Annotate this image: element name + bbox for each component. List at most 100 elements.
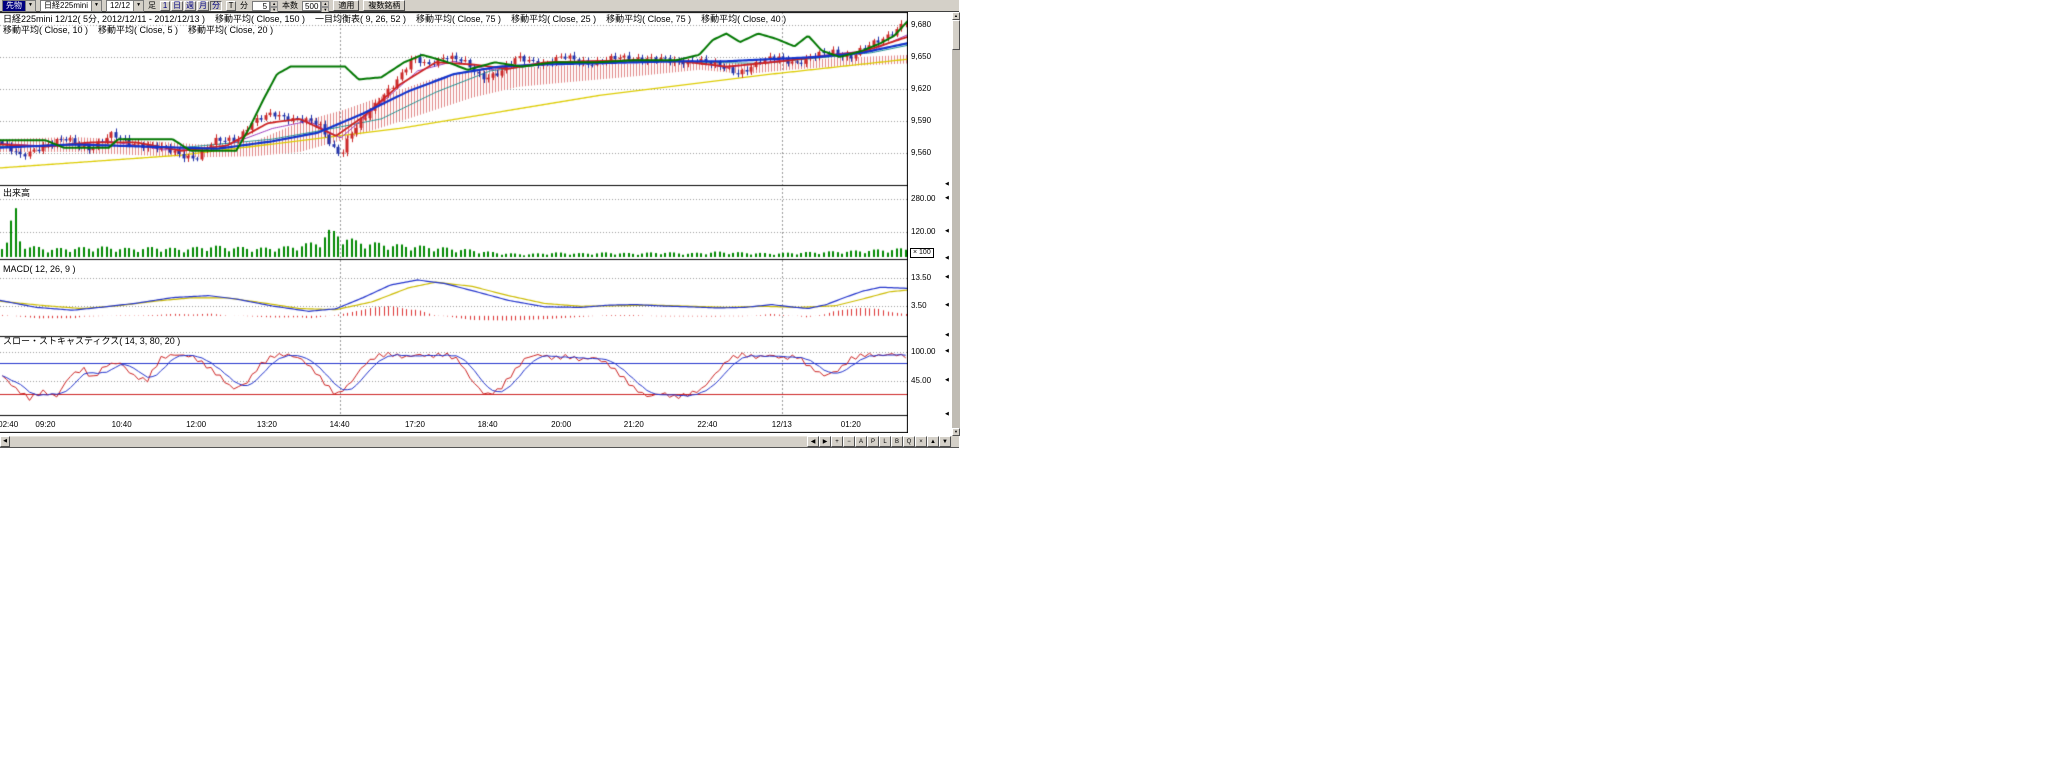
axis-mark-icon: ◀: [945, 228, 949, 234]
chart-tool-button[interactable]: P: [867, 436, 879, 447]
chart-canvas[interactable]: [0, 12, 908, 433]
chart-tool-button[interactable]: +: [831, 436, 843, 447]
period-minute-button[interactable]: 分: [210, 0, 223, 11]
chart-area: 日経225mini 12/12( 5分, 2012/12/11 - 2012/1…: [0, 12, 908, 433]
volume-pane-label: 出来高: [3, 188, 31, 198]
chart-tool-button[interactable]: L: [879, 436, 891, 447]
time-axis-label: 12:00: [186, 420, 207, 429]
indicator-label: 移動平均( Close, 20 ): [188, 25, 274, 35]
chart-tool-button[interactable]: ▼: [939, 436, 951, 447]
price-axis-tick: 9,560: [911, 148, 932, 157]
indicator-label: 移動平均( Close, 10 ): [3, 25, 89, 35]
time-axis: 02:40 09:20 10:40 12:00 13:20 14:40 17:20 18:40…: [0, 417, 908, 433]
time-axis-label: 01:20: [840, 420, 861, 429]
ashi-label: 足: [148, 1, 157, 10]
chevron-down-icon[interactable]: ▼: [91, 0, 102, 11]
volume-axis-tick: 280.00: [911, 194, 936, 204]
axis-mark-icon: ◀: [945, 195, 949, 201]
chart-tool-button[interactable]: −: [843, 436, 855, 447]
indicator-label: 移動平均( Close, 75 ): [606, 14, 692, 24]
minute-spinner[interactable]: 5 ▲ ▼: [252, 0, 279, 13]
period-1-button[interactable]: 1: [160, 0, 171, 11]
time-axis-label: 10:40: [111, 420, 132, 429]
chart-tool-button[interactable]: ×: [915, 436, 927, 447]
multi-symbol-button[interactable]: 複数銘柄: [363, 0, 406, 11]
vscroll-track[interactable]: [952, 20, 960, 428]
chart-tool-button-cluster: ◀ ▶ + − A P L B Q × ▲ ▼: [807, 436, 951, 447]
macd-axis-tick: 13.50: [911, 273, 932, 282]
time-axis-label: 02:40: [0, 420, 19, 429]
volume-multiplier-badge: × 100: [910, 248, 934, 258]
symbol-select-value: 日経225mini: [44, 0, 89, 10]
value-axis-column: × 100 9,680 9,650 9,620 9,590 9,560 280.00 120…: [909, 12, 952, 433]
axis-mark-icon: ◀: [945, 181, 949, 187]
indicator-label: 移動平均( Close, 25 ): [511, 14, 597, 24]
indicator-label: 日経225mini 12/12( 5分, 2012/12/11 - 2012/1…: [3, 14, 205, 24]
minute-value-field[interactable]: 5: [252, 0, 271, 11]
scrollbar-corner: [951, 436, 959, 447]
price-axis-tick: 9,650: [911, 52, 932, 61]
indicator-label: 移動平均( Close, 150 ): [214, 14, 305, 24]
axis-mark-icon: ◀: [945, 332, 949, 338]
stoch-axis-tick: 45.00: [911, 376, 932, 385]
date-select-value: 12/12: [110, 0, 131, 10]
minute-label: 分: [240, 1, 249, 10]
price-axis-tick: 9,590: [911, 116, 932, 125]
price-axis-tick: 9,620: [911, 84, 932, 93]
chart-tool-button[interactable]: B: [891, 436, 903, 447]
time-axis-label: 12/13: [771, 420, 792, 429]
vscroll-thumb[interactable]: [952, 20, 960, 50]
horizontal-scrollbar[interactable]: ◀ ◀ ▶ + − A P L B Q × ▲ ▼: [0, 436, 951, 447]
chart-tool-button[interactable]: ▲: [927, 436, 939, 447]
bars-spinner-arrows: ▲ ▼: [321, 0, 330, 13]
period-month-button[interactable]: 月: [197, 0, 210, 11]
time-axis-label: 14:40: [329, 420, 350, 429]
tick-button[interactable]: T: [226, 0, 237, 11]
macd-axis-tick: 3.50: [911, 301, 927, 310]
scroll-down-icon[interactable]: ▼: [952, 428, 960, 436]
minute-spinner-arrows: ▲ ▼: [270, 0, 279, 13]
chart-header-line1: 日経225mini 12/12( 5分, 2012/12/11 - 2012/1…: [3, 14, 796, 24]
axis-mark-icon: ◀: [945, 302, 949, 308]
time-axis-label: 20:00: [551, 420, 572, 429]
period-week-button[interactable]: 週: [184, 0, 197, 11]
period-day-button[interactable]: 日: [171, 0, 184, 11]
bars-value-field[interactable]: 500: [302, 0, 322, 11]
axis-mark-icon: ◀: [945, 411, 949, 417]
price-axis-tick: 9,680: [911, 20, 932, 29]
stoch-axis-tick: 100.00: [911, 347, 936, 356]
symbol-select[interactable]: 日経225mini ▼: [40, 0, 103, 12]
indicator-label: 移動平均( Close, 40 ): [701, 14, 787, 24]
indicator-label: 一目均衡表( 9, 26, 52 ): [315, 14, 407, 24]
macd-pane-label: MACD( 12, 26, 9 ): [3, 264, 76, 274]
chart-tool-button[interactable]: ◀: [807, 436, 819, 447]
spin-up-icon[interactable]: ▲: [270, 0, 279, 7]
market-select[interactable]: 先物 ▼: [2, 0, 36, 12]
scroll-left-icon[interactable]: ◀: [0, 436, 10, 447]
bars-spinner[interactable]: 500 ▲ ▼: [302, 0, 330, 13]
apply-button[interactable]: 適用: [333, 0, 360, 11]
scroll-up-icon[interactable]: ▲: [952, 12, 960, 20]
date-select[interactable]: 12/12 ▼: [106, 0, 145, 12]
hscroll-track[interactable]: [10, 436, 807, 447]
chevron-down-icon[interactable]: ▼: [25, 0, 35, 11]
stoch-pane-label: スロー・ストキャスティクス( 14, 3, 80, 20 ): [3, 336, 181, 346]
chart-tool-button[interactable]: ▶: [819, 436, 831, 447]
toolbar: 先物 ▼ 日経225mini ▼ 12/12 ▼ 足 1 日 週 月 分 T 分…: [0, 0, 959, 13]
bars-label: 本数: [282, 1, 299, 10]
period-button-group: 1 日 週 月 分: [160, 0, 223, 11]
chart-header-line2: 移動平均( Close, 10 ) 移動平均( Close, 5 ) 移動平均( C…: [3, 25, 283, 35]
time-axis-label: 22:40: [697, 420, 718, 429]
chevron-down-icon[interactable]: ▼: [133, 0, 144, 11]
axis-mark-icon: ◀: [945, 348, 949, 354]
axis-mark-icon: ◀: [945, 255, 949, 261]
vertical-scrollbar[interactable]: ▲ ▼: [952, 12, 960, 436]
chart-tool-button[interactable]: A: [855, 436, 867, 447]
spin-up-icon[interactable]: ▲: [321, 0, 330, 7]
volume-axis-tick: 120.00: [911, 227, 936, 237]
time-axis-label: 17:20: [404, 420, 425, 429]
window-bottom-border: [0, 447, 959, 448]
chart-tool-button[interactable]: Q: [903, 436, 915, 447]
time-axis-label: 09:20: [35, 420, 56, 429]
